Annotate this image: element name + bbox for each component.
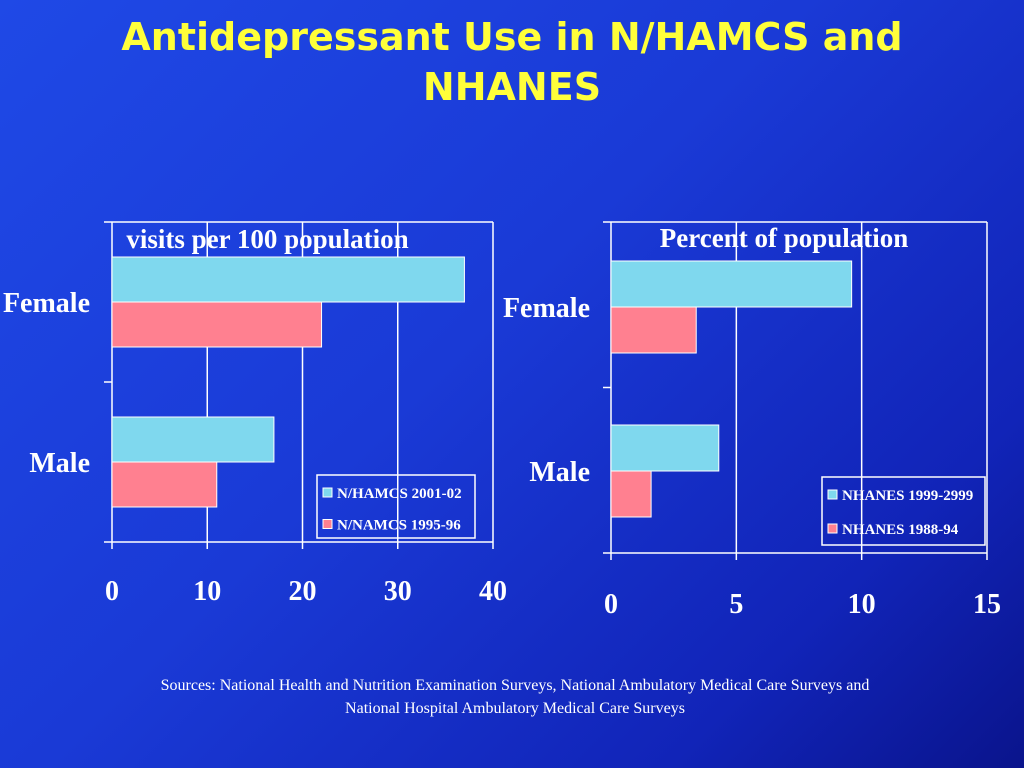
chart2-bar-female-2 <box>610 306 697 354</box>
chart2-bar-male-1 <box>610 424 720 472</box>
chart2-legend-swatch <box>827 489 838 500</box>
chart1-legend-label: N/HAMCS 2001-02 <box>337 486 462 502</box>
chart2-bar-male-2 <box>610 470 652 518</box>
chart1-bar-female-1 <box>111 256 465 303</box>
chart1-group: 0 10 20 30 40 Female Male visits per 100 popula… <box>3 221 507 607</box>
chart1-x-tick-label: 40 <box>479 576 507 607</box>
chart1-x-tick-label: 20 <box>289 576 317 607</box>
chart1-title: visits per 100 population <box>126 224 408 254</box>
chart1-category-label: Female <box>3 288 90 319</box>
chart1-legend-swatch <box>322 519 333 529</box>
chart2-x-tick-label: 5 <box>729 589 743 620</box>
chart2-category-label: Female <box>503 293 590 324</box>
chart1-category-label: Male <box>29 448 90 479</box>
chart2-legend-label: NHANES 1988-94 <box>842 522 959 538</box>
chart2-bar-female-1 <box>610 260 853 308</box>
chart1-bar-female-2 <box>111 301 323 348</box>
slide-title: Antidepressant Use in N/HAMCS and NHANES <box>0 12 1024 112</box>
chart1-x-tick-label: 30 <box>384 576 412 607</box>
chart2-x-tick-label: 10 <box>848 589 876 620</box>
chart1-x-tick-label: 0 <box>105 576 119 607</box>
chart2-legend-label: NHANES 1999-2999 <box>842 488 973 504</box>
chart2-x-tick-label: 15 <box>973 589 1001 620</box>
chart2-title: Percent of population <box>660 223 909 253</box>
chart2-group: 0 5 10 15 Female Male Percent of population NHA… <box>503 221 1001 620</box>
chart2-legend-box <box>821 476 986 546</box>
chart2-x-tick-label: 0 <box>604 589 618 620</box>
chart2-category-label: Male <box>529 457 590 488</box>
chart1-bar-male-1 <box>111 416 275 463</box>
chart1-bar-male-2 <box>111 461 218 508</box>
slide-title-line-2: NHANES <box>422 65 602 109</box>
slide-title-line-1: Antidepressant Use in N/HAMCS and <box>121 15 903 59</box>
sources-line-2: National Hospital Ambulatory Medical Car… <box>345 700 685 717</box>
chart1-legend-box <box>316 474 476 539</box>
sources-note: Sources: National Health and Nutrition E… <box>40 674 990 720</box>
chart2-legend-swatch <box>827 523 838 534</box>
chart1-legend-swatch <box>322 487 333 498</box>
sources-line-1: Sources: National Health and Nutrition E… <box>160 677 870 694</box>
chart1-x-tick-label: 10 <box>193 576 221 607</box>
chart1-legend-label: N/NAMCS 1995-96 <box>337 518 461 534</box>
